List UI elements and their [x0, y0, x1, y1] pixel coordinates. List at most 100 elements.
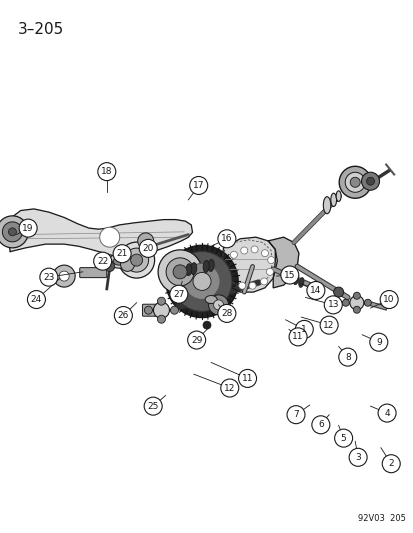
- Circle shape: [369, 333, 387, 351]
- Ellipse shape: [287, 271, 292, 281]
- Circle shape: [202, 321, 211, 329]
- Text: 8: 8: [344, 353, 350, 361]
- Circle shape: [40, 268, 58, 286]
- Circle shape: [294, 320, 313, 338]
- FancyBboxPatch shape: [80, 268, 107, 278]
- Ellipse shape: [108, 254, 130, 268]
- FancyBboxPatch shape: [142, 304, 159, 316]
- Circle shape: [139, 239, 157, 257]
- Text: 20: 20: [142, 244, 154, 253]
- Polygon shape: [268, 237, 298, 288]
- Circle shape: [8, 228, 17, 236]
- Text: 21: 21: [116, 249, 128, 258]
- Circle shape: [173, 265, 187, 279]
- Text: 15: 15: [283, 271, 295, 279]
- Circle shape: [217, 230, 235, 248]
- Circle shape: [251, 246, 257, 253]
- Circle shape: [288, 328, 306, 346]
- Circle shape: [363, 299, 370, 306]
- Circle shape: [114, 306, 132, 325]
- Ellipse shape: [113, 257, 125, 265]
- Circle shape: [342, 299, 349, 306]
- Circle shape: [2, 222, 22, 242]
- Circle shape: [267, 256, 274, 264]
- Circle shape: [334, 429, 352, 447]
- Ellipse shape: [298, 278, 303, 287]
- Text: 12: 12: [323, 321, 334, 329]
- Circle shape: [280, 266, 298, 284]
- Circle shape: [338, 166, 370, 198]
- Text: 11: 11: [241, 374, 253, 383]
- Circle shape: [169, 285, 188, 303]
- Circle shape: [238, 369, 256, 387]
- Circle shape: [379, 290, 397, 309]
- Circle shape: [189, 176, 207, 195]
- Circle shape: [166, 258, 194, 286]
- Circle shape: [157, 297, 165, 305]
- Circle shape: [100, 227, 119, 247]
- Text: 28: 28: [221, 309, 232, 318]
- Text: 16: 16: [221, 235, 232, 243]
- Text: 92V03  205: 92V03 205: [357, 514, 405, 523]
- Text: 18: 18: [101, 167, 112, 176]
- Circle shape: [319, 316, 337, 334]
- Circle shape: [311, 416, 329, 434]
- Text: 2: 2: [387, 459, 393, 468]
- Circle shape: [286, 406, 304, 424]
- Text: 19: 19: [22, 224, 34, 232]
- Text: 24: 24: [31, 295, 42, 304]
- Circle shape: [158, 250, 202, 294]
- Ellipse shape: [293, 275, 298, 285]
- Circle shape: [348, 448, 366, 466]
- Text: 26: 26: [117, 311, 129, 320]
- Circle shape: [217, 304, 235, 322]
- Text: 1: 1: [301, 325, 306, 334]
- Polygon shape: [221, 237, 277, 292]
- Circle shape: [113, 245, 131, 263]
- Circle shape: [119, 242, 154, 278]
- Circle shape: [144, 306, 152, 314]
- Circle shape: [266, 268, 273, 276]
- Circle shape: [153, 302, 169, 318]
- Circle shape: [166, 245, 237, 318]
- Text: 11: 11: [292, 333, 303, 341]
- Text: 6: 6: [317, 421, 323, 429]
- Circle shape: [238, 282, 245, 289]
- Text: 12: 12: [223, 384, 235, 392]
- Circle shape: [261, 249, 268, 257]
- Circle shape: [120, 257, 134, 271]
- Circle shape: [377, 404, 395, 422]
- Circle shape: [138, 233, 153, 249]
- Circle shape: [27, 290, 45, 309]
- Circle shape: [306, 281, 324, 300]
- Circle shape: [144, 397, 162, 415]
- Circle shape: [353, 306, 359, 313]
- Circle shape: [104, 262, 114, 271]
- Ellipse shape: [190, 263, 196, 274]
- Text: 4: 4: [383, 409, 389, 417]
- Ellipse shape: [203, 261, 209, 272]
- Circle shape: [260, 278, 267, 285]
- Ellipse shape: [330, 193, 336, 207]
- Circle shape: [361, 172, 379, 190]
- Circle shape: [124, 248, 148, 272]
- Circle shape: [220, 379, 238, 397]
- Text: 17: 17: [192, 181, 204, 190]
- Circle shape: [184, 263, 219, 300]
- Circle shape: [131, 254, 142, 266]
- Circle shape: [93, 252, 112, 270]
- Text: 3–205: 3–205: [18, 22, 64, 37]
- Text: 7: 7: [292, 410, 298, 419]
- Circle shape: [187, 331, 205, 349]
- Circle shape: [172, 252, 231, 311]
- Circle shape: [366, 177, 374, 185]
- Circle shape: [240, 247, 247, 254]
- Ellipse shape: [335, 191, 340, 201]
- Circle shape: [338, 348, 356, 366]
- Text: 13: 13: [327, 301, 338, 309]
- Circle shape: [323, 296, 342, 314]
- Circle shape: [59, 271, 69, 281]
- Circle shape: [192, 272, 211, 290]
- Text: 3: 3: [354, 453, 360, 462]
- Circle shape: [19, 219, 37, 237]
